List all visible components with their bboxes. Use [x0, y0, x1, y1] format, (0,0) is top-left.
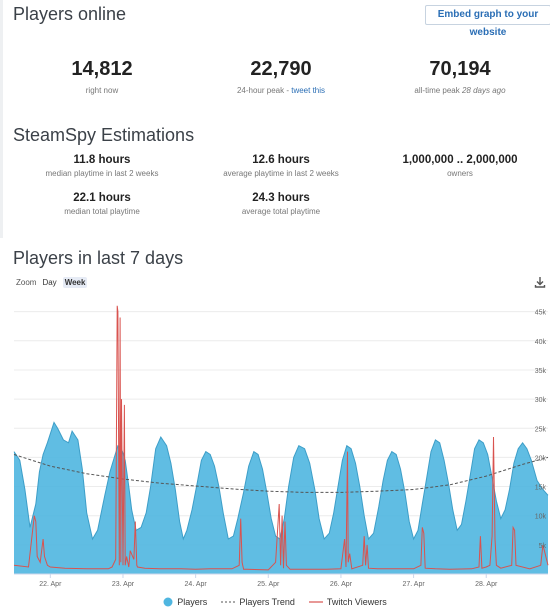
legend-item-trend[interactable]: Players Trend [221, 597, 295, 607]
stat-value: 22,790 [250, 58, 312, 80]
players-line [13, 421, 549, 541]
legend-label: Twitch Viewers [326, 597, 387, 607]
x-tick-label: 25. Apr [257, 581, 280, 588]
twitch-viewers-line [13, 305, 549, 571]
est-average-total: 24.3 hours average total playtime [196, 192, 366, 216]
stat-label: all-time peak [414, 86, 462, 95]
legend-item-twitch[interactable]: Twitch Viewers [308, 597, 387, 607]
y-tick-label: 20k [535, 455, 547, 462]
y-tick-label: 5k [539, 543, 547, 550]
stat-right-now: 14,812 right now [17, 58, 187, 95]
est-label: median total playtime [64, 207, 140, 216]
zoom-controls: Zoom Day Week [16, 277, 88, 288]
zoom-label: Zoom [16, 278, 37, 287]
y-tick-label: 35k [535, 368, 547, 375]
tweet-this-link[interactable]: tweet this [291, 86, 326, 95]
stat-label-wrap: 24-hour peak - tweet this [196, 86, 366, 95]
stat-24h-peak: 22,790 24-hour peak - tweet this [196, 58, 366, 95]
trend-legend-icon [221, 601, 236, 603]
y-tick-label: 30k [535, 397, 547, 404]
stat-label-wrap: all-time peak 28 days ago [375, 86, 545, 95]
zoom-day-button[interactable]: Day [42, 278, 57, 287]
est-label: owners [447, 169, 473, 178]
est-label: median playtime in last 2 weeks [45, 169, 159, 178]
est-value: 22.1 hours [73, 192, 131, 204]
y-tick-label: 45k [535, 310, 547, 317]
players-legend-icon [163, 597, 173, 607]
x-tick-label: 22. Apr [39, 581, 62, 588]
players-7-days-title: Players in last 7 days [13, 248, 184, 268]
twitch-legend-icon [308, 601, 323, 603]
stat-value: 70,194 [429, 58, 491, 80]
zoom-week-button[interactable]: Week [62, 277, 88, 288]
est-label: average total playtime [241, 207, 321, 216]
legend-label: Players Trend [239, 597, 295, 607]
est-value: 1,000,000 .. 2,000,000 [402, 154, 518, 166]
x-tick-label: 27. Apr [402, 581, 425, 588]
players-trend-line [13, 454, 549, 493]
legend-label: Players [177, 597, 208, 607]
y-tick-label: 40k [535, 339, 547, 346]
players-area [14, 422, 548, 574]
players-chart: 5k 10k 15k 20k 25k 30k 35k 40k 45k 22. Apr 23. Apr… [13, 305, 549, 588]
y-tick-label: 25k [535, 426, 547, 433]
est-owners: 1,000,000 .. 2,000,000 owners [375, 154, 545, 178]
x-tick-label: 24. Apr [185, 581, 208, 588]
stat-value: 14,812 [71, 58, 133, 80]
x-tick-label: 23. Apr [112, 581, 135, 588]
est-label: average playtime in last 2 weeks [223, 169, 339, 178]
y-tick-label: 10k [535, 514, 547, 521]
chart-legend: Players Players Trend Twitch Viewers [0, 597, 550, 607]
est-value: 12.6 hours [252, 154, 310, 166]
legend-item-players[interactable]: Players [163, 597, 207, 607]
est-value: 11.8 hours [73, 154, 131, 166]
stat-all-time-peak: 70,194 all-time peak 28 days ago [375, 58, 545, 95]
est-median-total: 22.1 hours median total playtime [17, 192, 187, 216]
stat-label: 24-hour peak - [236, 86, 292, 95]
download-icon[interactable] [534, 276, 546, 288]
steamspy-title: SteamSpy Estimations [13, 125, 195, 145]
stat-label: right now [85, 86, 119, 95]
players-online-title: Players online [13, 4, 127, 24]
embed-graph-button[interactable]: Embed graph to your website [425, 5, 550, 38]
card-edge [0, 0, 3, 238]
y-tick-label: 15k [535, 485, 547, 492]
est-median-2w: 11.8 hours median playtime in last 2 wee… [17, 154, 187, 178]
x-tick-label: 28. Apr [475, 581, 498, 588]
est-average-2w: 12.6 hours average playtime in last 2 we… [196, 154, 366, 178]
x-tick-label: 26. Apr [330, 581, 353, 588]
stat-label-italic: 28 days ago [461, 86, 506, 95]
players-online-card: Players online Embed graph to your websi… [0, 0, 550, 238]
est-value: 24.3 hours [252, 192, 310, 204]
